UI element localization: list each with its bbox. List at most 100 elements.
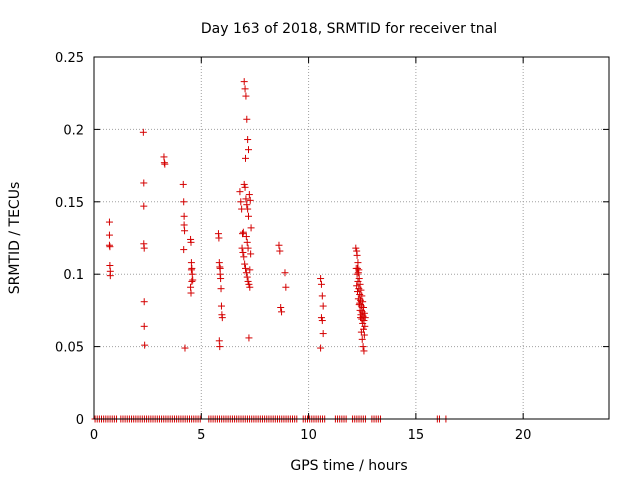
data-point	[105, 231, 113, 239]
plot-frame	[93, 56, 610, 420]
y-tick-label: 0.1	[63, 268, 84, 283]
x-tick-label: 0	[90, 428, 98, 443]
data-point	[355, 275, 363, 283]
data-point	[245, 334, 253, 342]
chart-title: Day 163 of 2018, SRMTID for receiver tna…	[201, 21, 497, 37]
data-point	[243, 115, 251, 123]
data-point	[181, 227, 189, 235]
data-point	[216, 264, 224, 272]
data-point	[238, 205, 246, 213]
data-point	[317, 314, 325, 322]
x-tick-label: 5	[197, 428, 205, 443]
data-point	[239, 248, 247, 256]
data-point	[357, 314, 365, 322]
data-point	[247, 224, 255, 232]
data-point	[356, 299, 364, 307]
y-tick-label: 0	[76, 413, 84, 428]
data-point	[354, 277, 362, 285]
data-point	[244, 277, 252, 285]
data-point	[140, 244, 148, 252]
data-point	[243, 238, 251, 246]
data-point	[281, 269, 289, 277]
data-point	[140, 322, 148, 330]
y-axis-label: SRMTID / TECUs	[7, 182, 23, 295]
data-point	[240, 180, 248, 188]
data-point	[179, 180, 187, 188]
data-point	[276, 247, 284, 255]
data-point	[317, 344, 325, 352]
y-tick-label: 0.15	[55, 196, 84, 211]
data-point	[357, 328, 365, 336]
data-point	[282, 283, 290, 291]
data-point	[241, 154, 249, 162]
data-point	[246, 266, 254, 274]
data-point	[243, 201, 251, 209]
data-point	[180, 212, 188, 220]
data-point	[356, 306, 364, 314]
data-point	[237, 198, 245, 206]
data-point	[319, 330, 327, 338]
data-point	[242, 195, 250, 203]
data-point	[242, 269, 250, 277]
data-point	[246, 196, 254, 204]
data-point	[180, 246, 188, 254]
data-point	[359, 343, 367, 351]
data-point	[317, 275, 325, 283]
data-point	[217, 285, 225, 293]
data-point	[241, 85, 249, 93]
data-point	[318, 292, 326, 300]
data-point	[353, 270, 361, 278]
data-point	[217, 302, 225, 310]
data-point	[353, 251, 361, 259]
data-point	[354, 259, 362, 267]
data-point	[318, 317, 326, 325]
data-point	[358, 335, 366, 343]
data-point	[140, 298, 148, 306]
x-tick-label: 15	[408, 428, 425, 443]
data-point	[245, 146, 252, 154]
x-axis-label: GPS time / hours	[290, 458, 407, 474]
data-point	[244, 244, 252, 252]
data-point	[243, 273, 251, 281]
data-point	[244, 136, 252, 144]
data-point	[355, 266, 363, 274]
data-point	[244, 205, 252, 213]
data-point	[245, 191, 253, 199]
y-tick-label: 0.25	[55, 51, 84, 66]
data-point	[358, 315, 366, 323]
data-point	[245, 280, 253, 288]
data-point	[217, 275, 225, 283]
data-point	[236, 188, 244, 196]
data-point	[161, 160, 169, 168]
y-tick-label: 0.05	[55, 341, 84, 356]
data-point	[277, 304, 285, 312]
data-point	[140, 202, 148, 210]
data-point	[106, 272, 114, 280]
x-tick-label: 10	[300, 428, 317, 443]
data-point	[278, 308, 286, 316]
data-point	[187, 266, 195, 274]
data-point	[187, 238, 195, 246]
data-point	[247, 250, 255, 258]
data-point	[354, 288, 362, 296]
data-point	[275, 241, 283, 249]
data-point	[238, 230, 246, 238]
data-point	[215, 234, 223, 242]
x-tick-label: 20	[515, 428, 532, 443]
data-point	[238, 244, 246, 252]
data-point	[218, 314, 226, 322]
data-point	[241, 183, 249, 191]
data-point	[180, 198, 188, 206]
grid-lines	[94, 57, 609, 419]
data-point	[141, 341, 149, 349]
data-point	[354, 295, 362, 303]
data-point	[242, 92, 250, 100]
y-tick-label: 0.2	[63, 123, 84, 138]
data-point	[317, 280, 325, 288]
data-point	[139, 128, 147, 136]
data-point	[353, 282, 361, 290]
data-point	[319, 302, 327, 310]
data-point	[360, 347, 368, 355]
data-point	[242, 233, 250, 241]
